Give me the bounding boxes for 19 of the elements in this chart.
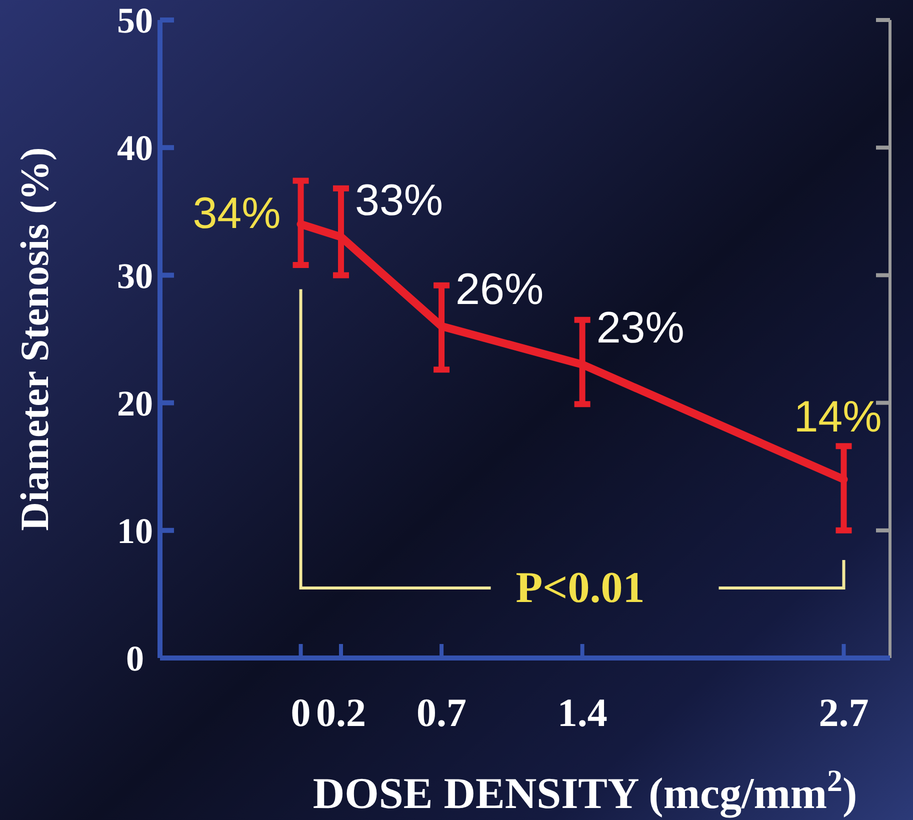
x-axis-title: DOSE DENSITY (mcg/mm$^{2}$) [312,764,858,818]
x-tick-label: 0.2 [316,690,366,735]
y-tick-label: 30 [117,256,153,296]
y-tick-label: 10 [117,511,153,551]
x-tick-label: 0 [290,690,311,735]
x-tick-label: 0.7 [416,690,467,735]
x-tick-label: 2.7 [818,690,869,735]
data-label: 33% [354,176,444,225]
annotation: 14% [794,392,882,442]
annotation: P<0.01 [516,563,645,612]
y-tick-label: 0 [126,638,144,679]
y-tick-label: 20 [117,383,153,424]
annotation: 34% [192,189,281,238]
y-tick-label: 40 [117,128,153,168]
y-axis-title: Diameter Stenosis (%) [12,147,57,531]
x-tick-label: 1.4 [557,690,608,735]
data-label: 23% [596,304,684,353]
data-label: 26% [456,265,544,314]
y-tick-label: 50 [117,0,153,41]
